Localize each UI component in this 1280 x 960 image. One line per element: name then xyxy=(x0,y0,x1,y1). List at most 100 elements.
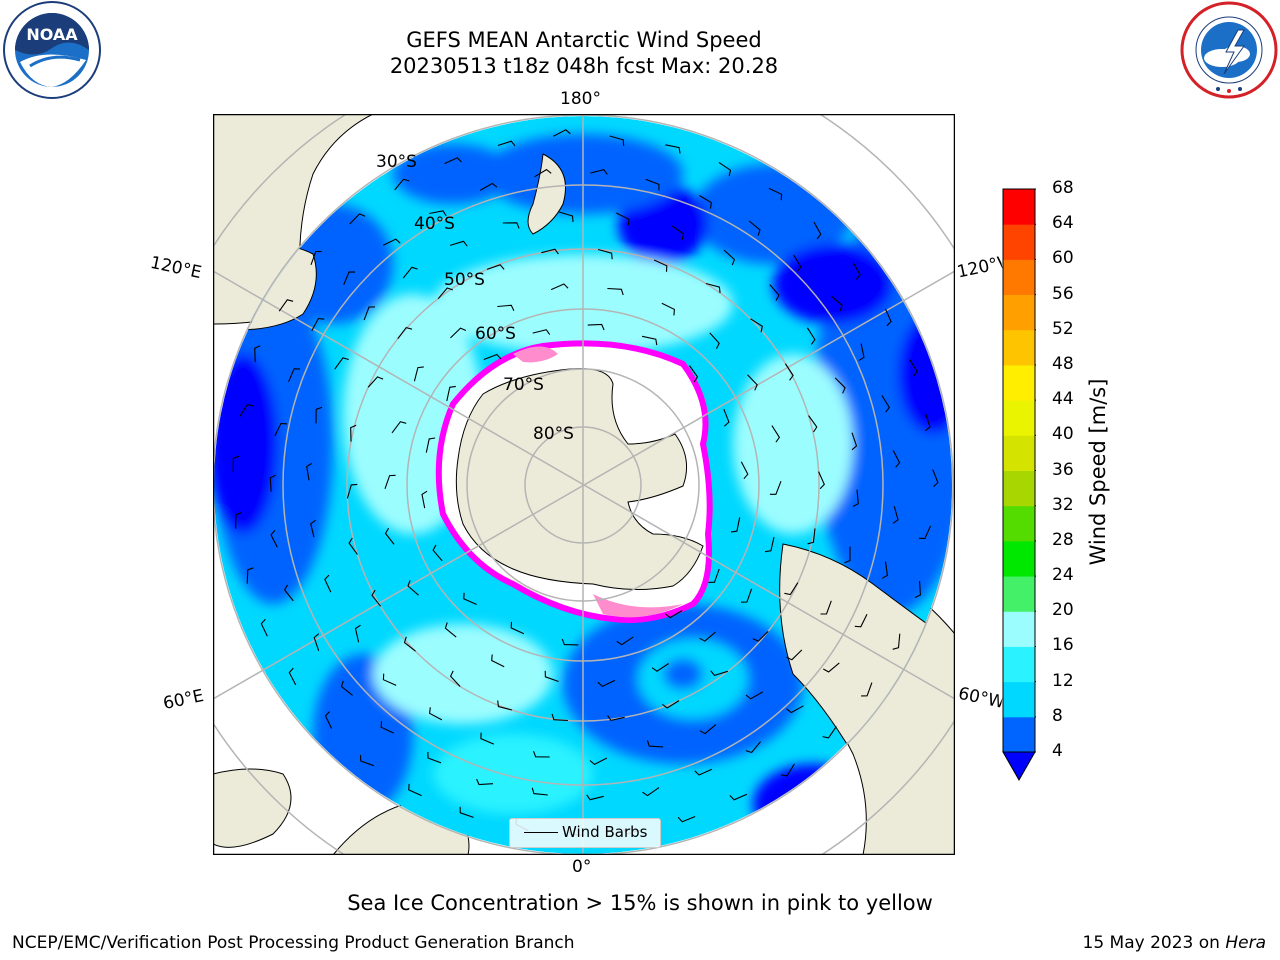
wind-barb xyxy=(587,323,605,331)
wind-barb xyxy=(607,287,624,296)
lat-label-40s: 40°S xyxy=(414,214,455,234)
wind-barb xyxy=(502,222,520,229)
lon-label-60e: 60°E xyxy=(161,685,206,715)
wind-barb xyxy=(413,366,424,382)
wind-barb xyxy=(359,754,375,767)
colorbar-bin xyxy=(1003,681,1035,718)
lat-label-60s: 60°S xyxy=(475,324,516,344)
colorbar-tick-label: 16 xyxy=(1052,635,1074,656)
wind-barb xyxy=(480,732,495,745)
wind-barb xyxy=(382,238,401,246)
wind-barb xyxy=(432,544,443,562)
wind-barb xyxy=(808,415,818,433)
wind-barb xyxy=(784,363,794,381)
wind-barb xyxy=(363,306,376,321)
wind-barb xyxy=(324,711,333,729)
wind-barb xyxy=(283,584,294,602)
wind-barb xyxy=(486,264,505,270)
wind-barb xyxy=(343,271,356,286)
wind-barb xyxy=(740,461,749,480)
wind-barb xyxy=(350,424,357,442)
svg-text:NOAA: NOAA xyxy=(26,25,78,44)
wind-barb xyxy=(541,248,559,255)
wind-barb xyxy=(450,327,467,339)
colorbar-bin xyxy=(1003,646,1035,683)
wind-barb xyxy=(861,682,873,697)
lat-label-30s: 30°S xyxy=(376,152,417,172)
wind-barb xyxy=(479,182,498,191)
wind-barb xyxy=(806,327,816,345)
colorbar xyxy=(1002,188,1036,782)
colorbar-bin xyxy=(1003,259,1035,296)
wind-barb xyxy=(558,211,574,223)
wind-barb xyxy=(397,326,413,340)
wind-barb xyxy=(561,638,579,646)
wind-barb xyxy=(429,707,443,721)
wind-barb xyxy=(892,450,901,468)
wind-barb xyxy=(730,517,741,533)
wind-barb xyxy=(463,592,477,606)
colorbar-tick-label: 12 xyxy=(1052,670,1074,691)
wind-barb xyxy=(745,741,761,754)
wind-barb xyxy=(769,481,782,495)
wind-barb xyxy=(662,700,680,709)
colorbar-tick-label: 40 xyxy=(1052,424,1074,445)
wind-barb xyxy=(408,783,422,797)
wind-barb xyxy=(239,403,254,417)
colorbar-tick-label: 68 xyxy=(1052,178,1074,198)
wind-barb xyxy=(914,580,921,599)
wind-barb xyxy=(718,161,732,177)
wind-barb xyxy=(421,490,428,509)
wind-barb xyxy=(699,724,717,735)
footer-credit: NCEP/EMC/Verification Post Processing Pr… xyxy=(12,933,575,953)
wind-barb xyxy=(710,670,728,677)
wind-barb xyxy=(403,636,416,652)
wind-barb xyxy=(532,329,551,335)
lon-label-60w: 60°W xyxy=(956,683,1004,713)
wind-barb xyxy=(740,588,753,603)
colorbar-tick-label: 44 xyxy=(1052,389,1074,410)
wind-barb xyxy=(699,631,716,642)
noaa-logo: NOAA xyxy=(3,1,101,99)
colorbar-bin xyxy=(1003,611,1035,647)
colorbar-tick-label: 64 xyxy=(1052,213,1074,234)
footer-date: 15 May 2023 on Hera xyxy=(1083,933,1267,953)
wind-barb xyxy=(427,751,442,764)
wind-barb xyxy=(407,580,419,596)
wind-barb xyxy=(844,546,851,564)
wind-barb xyxy=(723,408,730,427)
wind-barb xyxy=(793,254,802,273)
wind-barb xyxy=(437,287,453,300)
wind-barb xyxy=(586,794,604,801)
wind-barb xyxy=(645,178,660,191)
wind-barb xyxy=(553,129,571,137)
wind-barb xyxy=(531,787,548,796)
wind-barb xyxy=(497,304,515,311)
wind-barb xyxy=(852,489,859,507)
sea-ice-note: Sea Ice Concentration > 15% is shown in … xyxy=(347,891,933,915)
wind-barb xyxy=(831,295,843,312)
wind-barb xyxy=(590,168,608,175)
wind-barb xyxy=(551,713,568,722)
wind-barb xyxy=(699,195,713,209)
colorbar-bin xyxy=(1003,716,1035,753)
wind-barb xyxy=(235,511,242,529)
colorbar-tick-label: 60 xyxy=(1052,248,1074,269)
wind-barb xyxy=(786,705,804,714)
wind-barb xyxy=(747,374,758,391)
colorbar-bin xyxy=(1003,400,1035,436)
wind-barb xyxy=(532,750,550,758)
wind-barb xyxy=(269,474,276,492)
wind-barb xyxy=(665,144,681,154)
wind-barb xyxy=(651,663,670,672)
wind-barb xyxy=(748,220,761,236)
wind-barb xyxy=(781,763,795,777)
wind-barb xyxy=(729,793,748,801)
wind-barb xyxy=(694,768,713,776)
wind-barb xyxy=(425,437,436,453)
wind-barb xyxy=(661,302,675,316)
wind-barb xyxy=(497,700,513,711)
colorbar-tick-label: 56 xyxy=(1052,283,1074,304)
wind-barb xyxy=(723,249,736,266)
wind-barb xyxy=(449,670,461,687)
